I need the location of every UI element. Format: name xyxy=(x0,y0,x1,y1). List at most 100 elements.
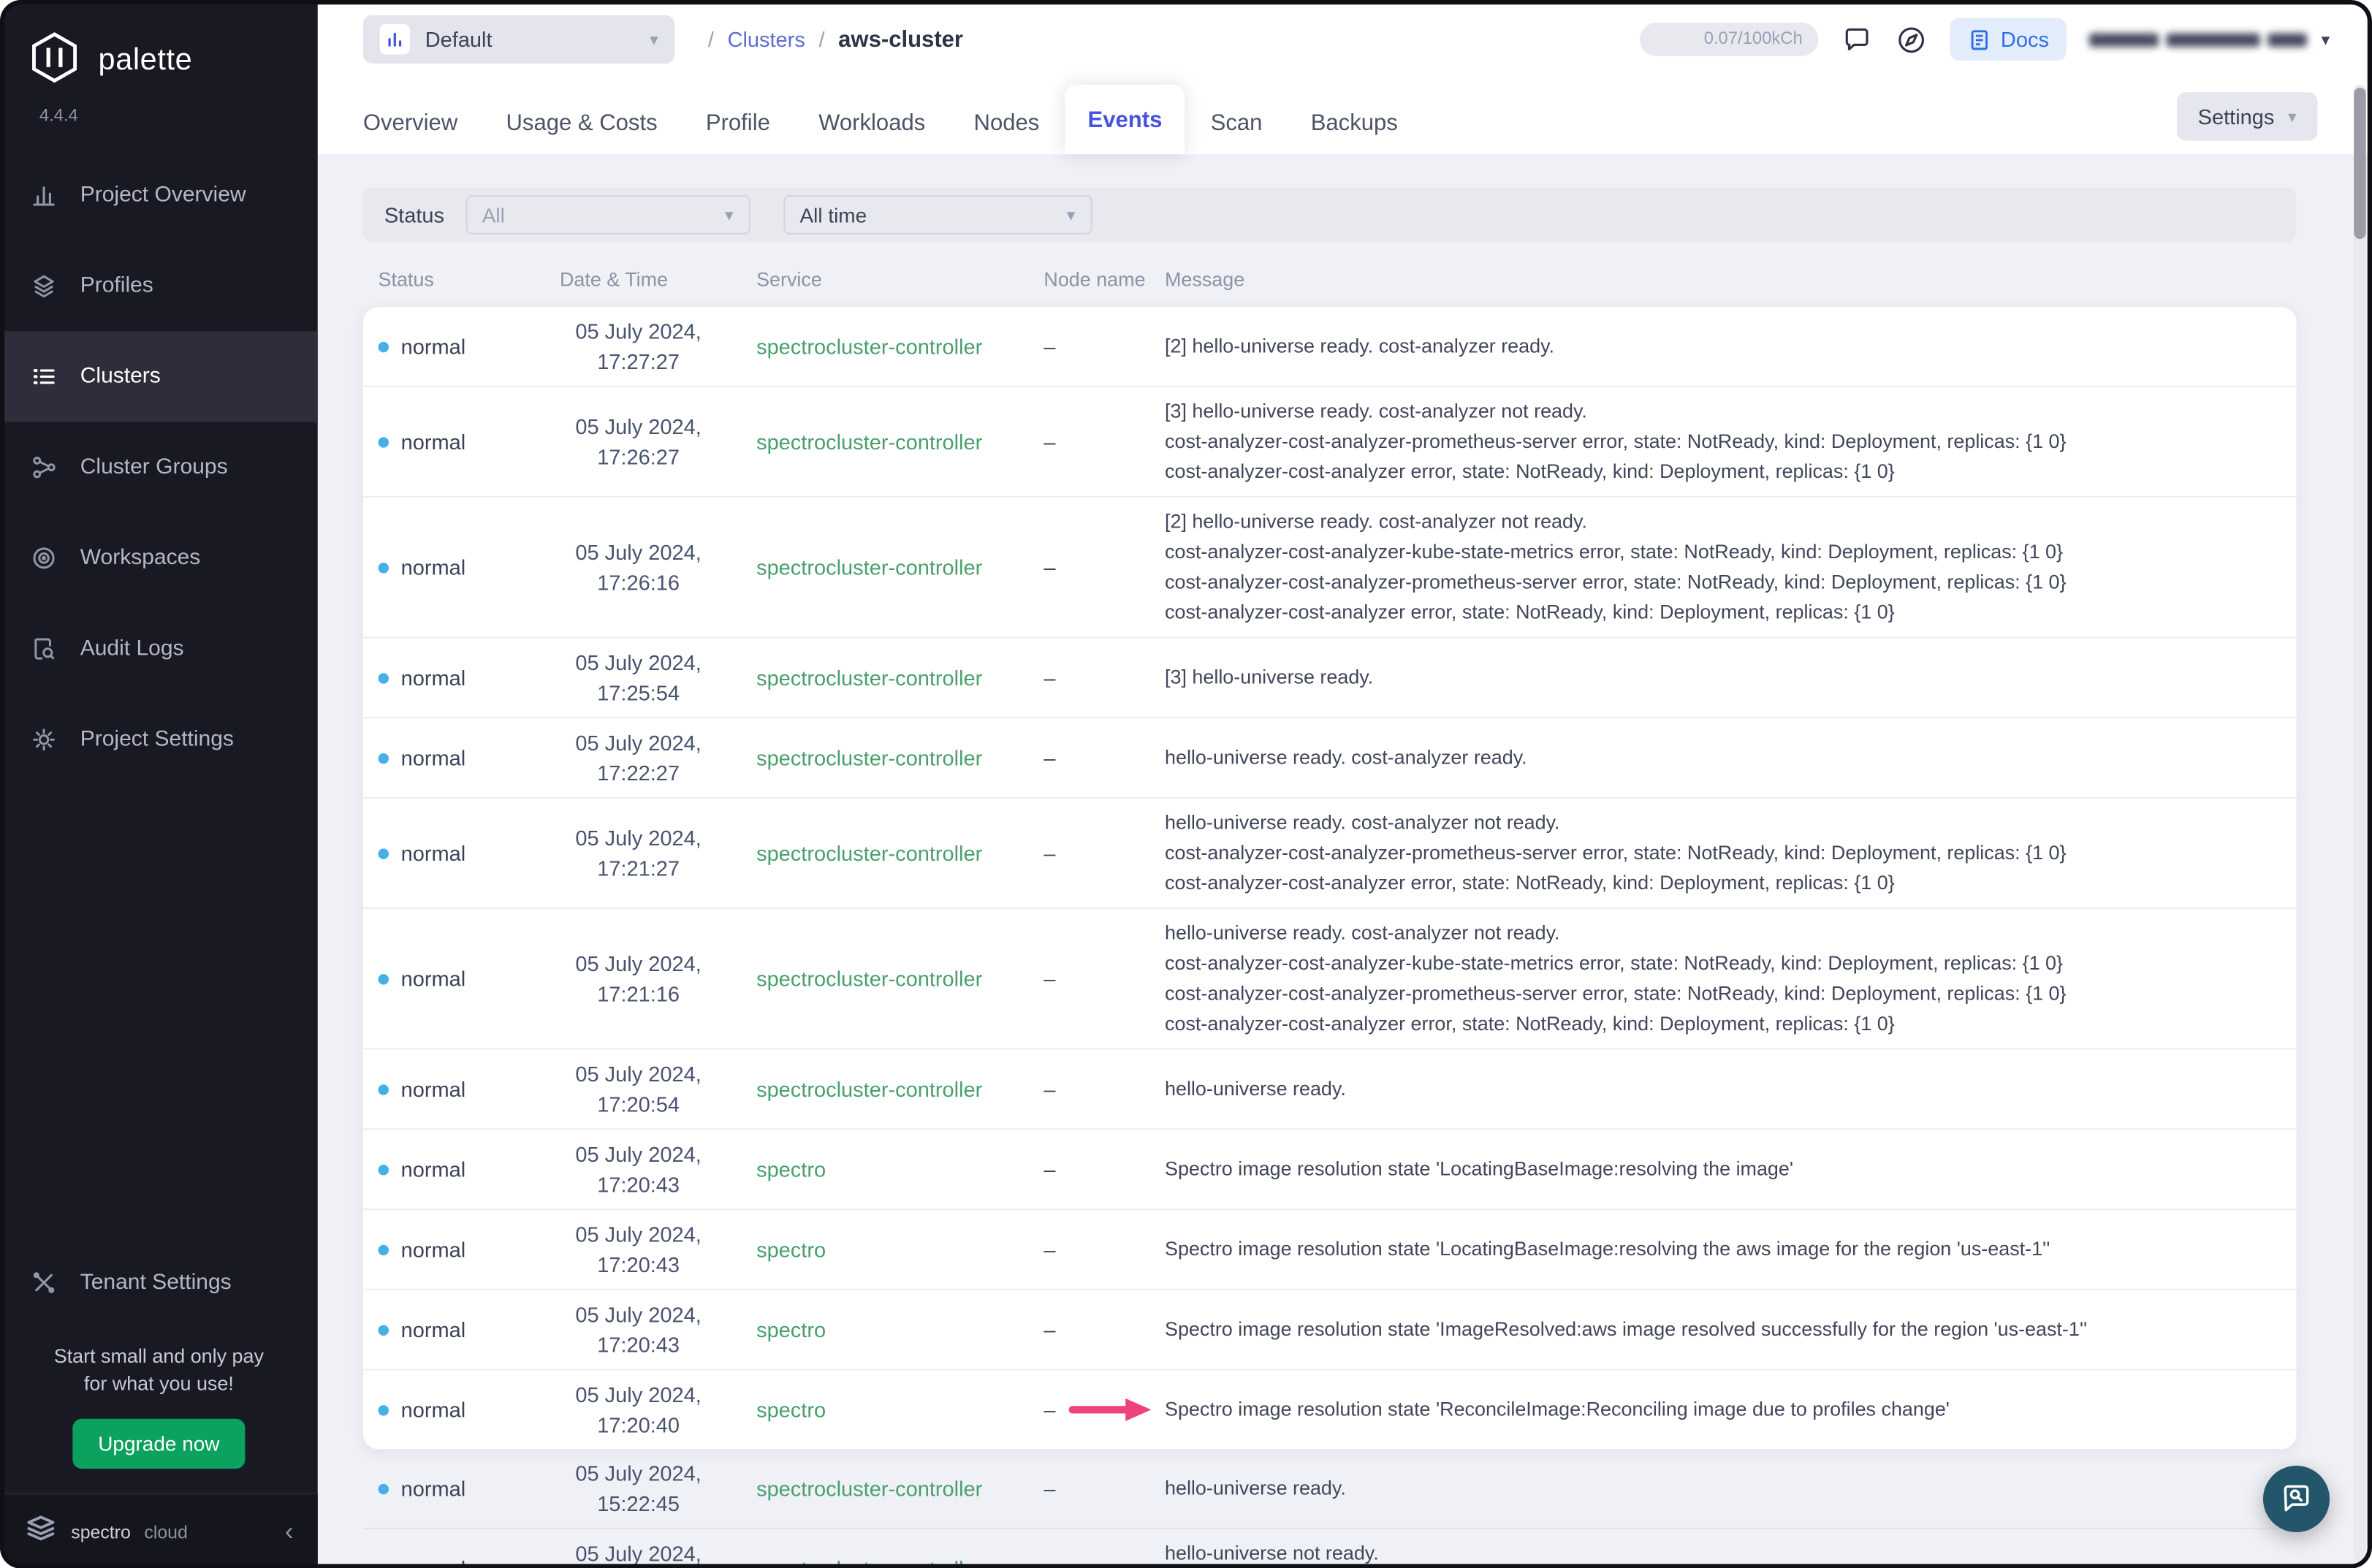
table-row: normal 05 July 2024, 17:26:27 spectroclu… xyxy=(362,387,2297,498)
event-service-link[interactable]: spectro xyxy=(756,1237,826,1262)
tab-profile[interactable]: Profile xyxy=(705,110,770,136)
sidebar-item-tenant-settings[interactable]: Tenant Settings xyxy=(0,1237,318,1328)
settings-button[interactable]: Settings ▾ xyxy=(2176,92,2318,141)
event-status: normal xyxy=(363,430,560,454)
tab-overview[interactable]: Overview xyxy=(362,110,458,136)
bar-chart-icon xyxy=(33,186,55,206)
doc-search-icon xyxy=(34,638,55,660)
event-datetime: 05 July 2024, 17:25:54 xyxy=(575,650,702,705)
chevron-down-icon: ▾ xyxy=(2321,31,2330,50)
event-datetime: 05 July 2024, 17:27:27 xyxy=(575,319,702,374)
event-service-link[interactable]: spectrocluster-controller xyxy=(756,334,983,359)
column-date-time: Date & Time xyxy=(559,267,669,291)
support-search-button[interactable] xyxy=(2262,1465,2330,1533)
tab-events[interactable]: Events xyxy=(1065,84,1185,155)
tab-usage-costs[interactable]: Usage & Costs xyxy=(506,110,658,136)
event-message: Spectro image resolution state 'Reconcil… xyxy=(1068,1395,2296,1425)
tools-icon xyxy=(33,1271,55,1293)
events-table-overflow: normal 05 July 2024, 15:22:45 spectroclu… xyxy=(362,1449,2297,1568)
redacted-user-name xyxy=(2268,32,2308,47)
event-service-link[interactable]: spectrocluster-controller xyxy=(756,841,983,866)
event-message: hello-universe ready. xyxy=(1165,1076,1346,1100)
event-node-name: – xyxy=(1044,1317,1056,1342)
status-filter-label: Status xyxy=(384,202,445,227)
time-filter-select[interactable]: All time ▾ xyxy=(783,195,1092,235)
tab-scan[interactable]: Scan xyxy=(1210,110,1263,136)
docs-button[interactable]: Docs xyxy=(1949,18,2067,61)
redacted-user-name xyxy=(2089,32,2160,47)
table-row: normal 05 July 2024, 17:25:54 spectroclu… xyxy=(362,638,2297,719)
table-row: normal 05 July 2024, 17:21:16 spectroclu… xyxy=(362,909,2297,1050)
table-row: normal 05 July 2024, 17:22:27 spectroclu… xyxy=(362,718,2297,799)
sidebar-item-profiles[interactable]: Profiles xyxy=(0,240,318,331)
event-datetime: 05 July 2024, 17:26:27 xyxy=(575,414,702,469)
event-datetime: 05 July 2024, 17:20:43 xyxy=(575,1302,702,1357)
event-service-link[interactable]: spectro xyxy=(756,1157,826,1181)
event-node-name: – xyxy=(1044,841,1056,866)
event-message: hello-universe not ready.ui error, state… xyxy=(1165,1541,1379,1564)
event-node-name: – xyxy=(1044,745,1056,770)
event-node-name: – xyxy=(1044,1157,1056,1181)
event-service-link[interactable]: spectrocluster-controller xyxy=(756,665,983,690)
sidebar-item-audit-logs[interactable]: Audit Logs xyxy=(0,604,318,694)
status-filter-select[interactable]: All ▾ xyxy=(465,195,750,235)
sidebar-item-clusters[interactable]: Clusters xyxy=(0,331,318,422)
event-service-link[interactable]: spectrocluster-controller xyxy=(756,555,983,579)
share-network-icon xyxy=(33,456,56,479)
filter-bar: Status All ▾ All time ▾ xyxy=(362,187,2297,243)
sidebar-item-project-settings[interactable]: Project Settings xyxy=(0,694,318,785)
project-selector[interactable]: Default ▾ xyxy=(362,15,675,64)
event-service-link[interactable]: spectro xyxy=(756,1397,826,1422)
project-icon xyxy=(379,24,411,55)
breadcrumb-clusters-link[interactable]: Clusters xyxy=(727,27,805,52)
event-service-link[interactable]: spectrocluster-controller xyxy=(756,966,983,991)
event-service-link[interactable]: spectrocluster-controller xyxy=(756,1556,1044,1568)
tab-workloads[interactable]: Workloads xyxy=(818,110,926,136)
scrollbar-thumb[interactable] xyxy=(2354,88,2366,240)
tab-backups[interactable]: Backups xyxy=(1310,110,1398,136)
upgrade-now-button[interactable]: Upgrade now xyxy=(72,1418,246,1469)
event-datetime: 05 July 2024, 17:20:40 xyxy=(575,1382,702,1437)
status-dot-icon xyxy=(378,1404,389,1415)
event-service-link[interactable]: spectrocluster-controller xyxy=(756,745,983,770)
tab-nodes[interactable]: Nodes xyxy=(973,110,1040,136)
event-message: hello-universe ready. cost-analyzer not … xyxy=(1165,921,2067,1035)
event-service-link[interactable]: spectro xyxy=(756,1317,826,1342)
spectro-cloud-logo-icon xyxy=(24,1514,58,1549)
topbar: Default ▾ / Clusters / aws-cluster 0.07/… xyxy=(317,0,2372,79)
upgrade-promo-text: Start small and only pay for what you us… xyxy=(53,1344,264,1395)
chevron-down-icon: ▾ xyxy=(650,31,658,50)
event-datetime: 05 July 2024, 17:20:54 xyxy=(575,1062,702,1116)
sidebar-collapse-button[interactable]: ‹ xyxy=(284,1516,294,1545)
event-message: Spectro image resolution state 'ImageRes… xyxy=(1165,1317,2088,1341)
event-service-link[interactable]: spectrocluster-controller xyxy=(756,429,983,454)
event-status: normal xyxy=(363,1398,560,1422)
user-menu[interactable]: ▾ xyxy=(2089,29,2330,50)
event-status: normal xyxy=(363,967,560,991)
brand-spectro: spectro xyxy=(71,1521,131,1542)
sidebar-item-project-overview[interactable]: Project Overview xyxy=(0,150,318,240)
sidebar-item-cluster-groups[interactable]: Cluster Groups xyxy=(0,422,318,513)
status-dot-icon xyxy=(378,672,389,683)
event-node-name: – xyxy=(1044,1397,1056,1422)
breadcrumb: / Clusters / aws-cluster xyxy=(707,26,964,53)
event-datetime: 05 July 2024, 17:21:27 xyxy=(575,826,702,880)
table-row: normal 05 July 2024, 15:21:33 spectroclu… xyxy=(363,1529,2297,1568)
target-icon xyxy=(33,547,55,569)
event-service-link[interactable]: spectrocluster-controller xyxy=(756,1476,983,1501)
scrollbar-track[interactable] xyxy=(2354,84,2366,1561)
sidebar-item-workspaces[interactable]: Workspaces xyxy=(0,513,318,604)
status-dot-icon xyxy=(378,436,389,447)
project-name: Default xyxy=(425,27,493,52)
event-service-link[interactable]: spectrocluster-controller xyxy=(756,1076,983,1102)
compass-icon[interactable] xyxy=(1895,23,1926,55)
event-status: normal xyxy=(363,1556,560,1568)
event-message: hello-universe ready. cost-analyzer not … xyxy=(1165,810,2067,894)
event-status: normal xyxy=(363,746,560,770)
event-status: normal xyxy=(363,841,560,865)
event-datetime: 05 July 2024, 17:22:27 xyxy=(575,730,702,785)
event-message: Spectro image resolution state 'Locating… xyxy=(1165,1237,2050,1260)
column-status: Status xyxy=(378,267,434,291)
chat-icon[interactable] xyxy=(1840,23,1871,55)
